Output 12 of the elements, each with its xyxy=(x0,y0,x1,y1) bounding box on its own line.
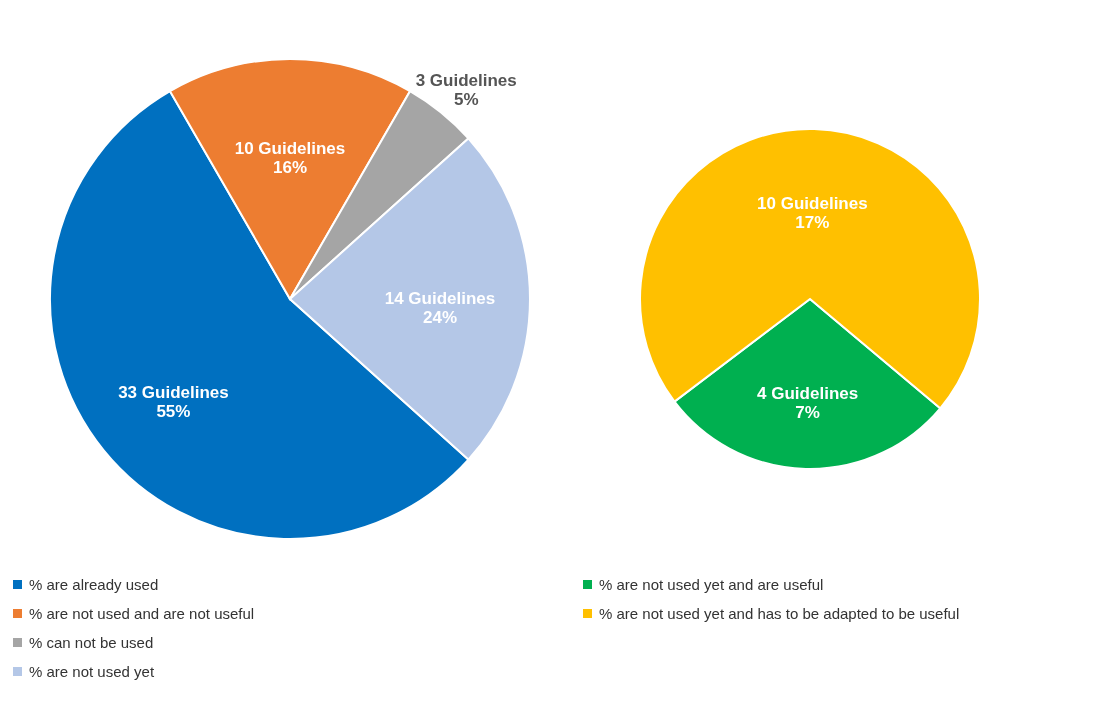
data-label: 4 Guidelines 7% xyxy=(757,383,859,422)
legend-label: % are not used yet xyxy=(29,662,155,680)
legend-label: % are not used and are not useful xyxy=(29,604,255,622)
data-label: 3 Guidelines 5% xyxy=(415,71,517,110)
legend-label: % can not be used xyxy=(29,633,154,651)
legend-label: % are not used yet and are useful xyxy=(599,575,824,593)
data-label: 10 Guidelines 17% xyxy=(757,194,868,233)
data-label: 14 Guidelines 24% xyxy=(384,289,496,327)
legend-label: % are not used yet and has to be adapted to be useful xyxy=(599,604,960,622)
legend-label: % are already used xyxy=(29,575,159,593)
data-label: 33 Guidelines 55% xyxy=(118,383,229,422)
data-label: 10 Guidelines 16% xyxy=(234,139,346,177)
